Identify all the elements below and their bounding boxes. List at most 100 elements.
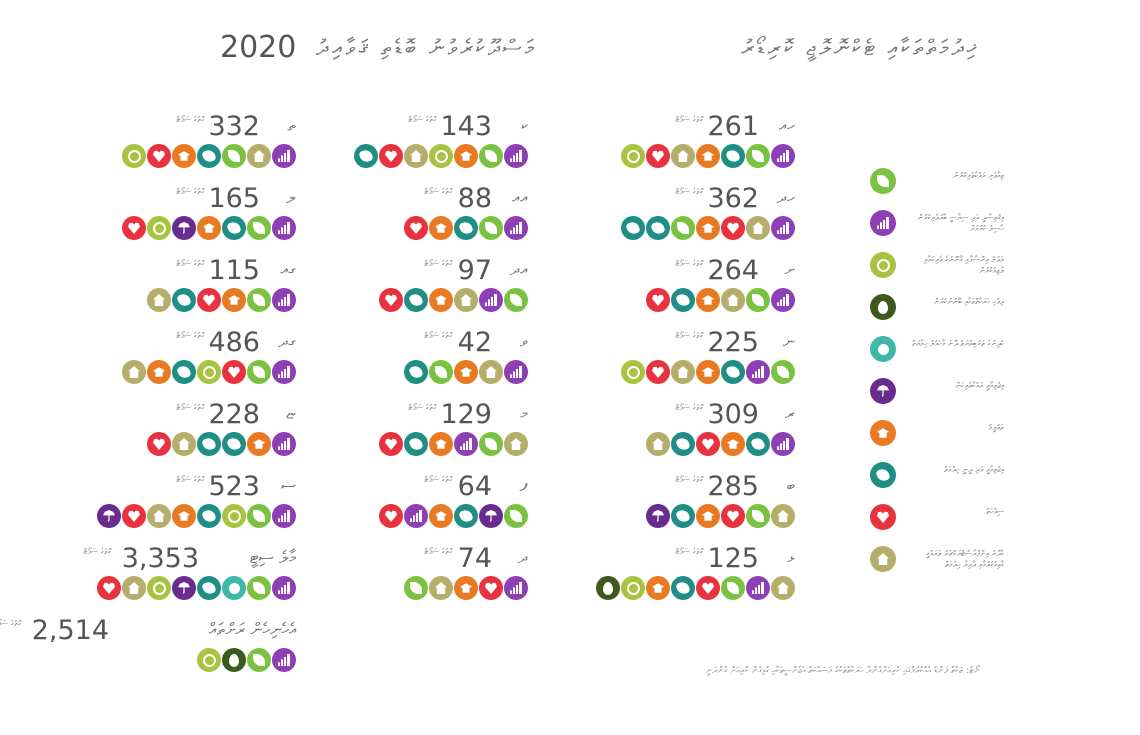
unit-label: ގޮތުގެ ސަޕޯޓް bbox=[176, 331, 204, 340]
hands-icon bbox=[222, 432, 246, 456]
title-part-1: މަސްދޫކުރެވުނު ބޮޑެތި ޤަވާއިދު bbox=[316, 36, 537, 61]
bars-icon bbox=[272, 144, 296, 168]
atoll-value: 165 bbox=[208, 183, 260, 214]
atoll-entry: ގއ 115 ގޮތުގެ ސަޕޯޓް bbox=[36, 256, 296, 318]
bars-icon bbox=[454, 432, 478, 456]
category-icons bbox=[122, 144, 296, 170]
scale-icon bbox=[197, 648, 221, 672]
bars-icon bbox=[746, 360, 770, 384]
bars-icon bbox=[504, 576, 528, 600]
unit-label: ގޮތުގެ ސަޕޯޓް bbox=[176, 115, 204, 124]
atoll-value: 115 bbox=[208, 255, 260, 286]
heart-icon bbox=[122, 216, 146, 240]
hands-icon bbox=[671, 432, 695, 456]
legend-label: އިޤްތިޞާދީ އަދި ސިޔާސީ ބާރުވެރިކުރުން ހާ… bbox=[917, 213, 1004, 233]
scale-icon bbox=[621, 144, 645, 168]
umbrella-icon bbox=[646, 504, 670, 528]
unit-label: ގޮތުގެ ސަޕޯޓް bbox=[424, 259, 452, 268]
legend-label: ކުދިންގެ ތަރުބިއްޔަތު ދޭނެ މާހައުލު ހިމާ… bbox=[911, 339, 1004, 348]
house-icon bbox=[454, 288, 478, 312]
house-icon bbox=[172, 432, 196, 456]
leaf-icon bbox=[247, 288, 271, 312]
legend-item: ގެދޮރު އިންފްރާސްޓްރަކްޗަރު ތަރައްޤީ ޤާއ… bbox=[870, 546, 1010, 574]
category-icons bbox=[621, 216, 795, 242]
heart-icon bbox=[379, 288, 403, 312]
atoll-value: 362 bbox=[707, 183, 759, 214]
unit-label: ގޮތުގެ ސަޕޯޓް bbox=[675, 403, 703, 412]
atoll-name: މ bbox=[520, 404, 528, 424]
legend-label: ދިވެހި ހަރަކާތްތަކާއި ބޭނުންކުރުން bbox=[933, 297, 1004, 306]
umbrella-icon bbox=[172, 216, 196, 240]
scale-icon bbox=[870, 252, 896, 278]
atoll-name: ނ bbox=[782, 332, 795, 352]
hat-icon bbox=[222, 288, 246, 312]
heart-icon bbox=[222, 360, 246, 384]
atoll-value: 261 bbox=[707, 111, 759, 142]
house-icon bbox=[147, 288, 171, 312]
hat-icon bbox=[247, 432, 271, 456]
legend-item: ތަޢުލީމު bbox=[870, 420, 1010, 448]
atoll-name: ލ bbox=[286, 188, 296, 208]
leaf-icon bbox=[479, 144, 503, 168]
legend-item: ސިއްހަތު bbox=[870, 504, 1010, 532]
house-icon bbox=[147, 504, 171, 528]
bars-icon bbox=[771, 216, 795, 240]
atoll-name: ބ bbox=[786, 476, 795, 496]
hands-icon bbox=[671, 576, 695, 600]
atoll-value: 143 bbox=[440, 111, 492, 142]
hat-icon bbox=[172, 504, 196, 528]
hands-icon bbox=[354, 144, 378, 168]
leaf-icon bbox=[504, 288, 528, 312]
atoll-value: 125 bbox=[707, 543, 759, 574]
unit-label: ގޮތުގެ ސަޕޯޓް bbox=[675, 547, 703, 556]
heart-icon bbox=[379, 144, 403, 168]
heart-icon bbox=[721, 504, 745, 528]
unit-label: ގޮތުގެ ސަޕޯޓް bbox=[83, 547, 111, 556]
atoll-value: 523 bbox=[208, 471, 260, 502]
hands-icon bbox=[172, 360, 196, 384]
category-icons bbox=[379, 504, 528, 530]
atoll-entry: ދ 74 ގޮތުގެ ސަޕޯޓް bbox=[268, 544, 528, 606]
leaf-icon bbox=[771, 360, 795, 384]
hat-icon bbox=[696, 504, 720, 528]
scale-icon bbox=[621, 360, 645, 384]
leaf-icon bbox=[479, 216, 503, 240]
category-icons bbox=[646, 504, 795, 530]
bars-icon bbox=[272, 360, 296, 384]
category-icons bbox=[404, 360, 528, 386]
bars-icon bbox=[504, 144, 528, 168]
bars-icon bbox=[272, 648, 296, 672]
page-title: 2020 މަސްދޫކުރެވުނު ބޮޑެތި ޤަވާއިދު ޚިދު… bbox=[220, 30, 980, 70]
unit-label: ގޮތުގެ ސަޕޯޓް bbox=[176, 403, 204, 412]
bars-icon bbox=[504, 216, 528, 240]
atoll-name: ގދ bbox=[278, 332, 296, 352]
atoll-value: 3,353 bbox=[121, 543, 199, 574]
unit-label: ގޮތުގެ ސަޕޯޓް bbox=[408, 115, 436, 124]
category-icons bbox=[621, 144, 795, 170]
category-icons bbox=[646, 288, 795, 314]
house-icon bbox=[122, 576, 146, 600]
leaf-icon bbox=[746, 504, 770, 528]
legend-item: ތިމާވެށި ރައްކާތެރިކުރުން bbox=[870, 168, 1010, 196]
house-icon bbox=[671, 144, 695, 168]
bars-icon bbox=[479, 288, 503, 312]
atoll-entry: އދ 97 ގޮތުގެ ސަޕޯޓް bbox=[268, 256, 528, 318]
leaf-icon bbox=[247, 360, 271, 384]
atoll-entry: މާލެ ސިޓީ 3,353 ގޮތުގެ ސަޕޯޓް bbox=[36, 544, 296, 606]
leaf-icon bbox=[247, 504, 271, 528]
hands-icon bbox=[870, 462, 896, 488]
person-icon bbox=[222, 576, 246, 600]
hat-icon bbox=[172, 144, 196, 168]
legend-label: އިޖުތިމާޢީ އަދި ދީނީ ހިދުމަތް bbox=[944, 465, 1004, 474]
heart-icon bbox=[646, 360, 670, 384]
atoll-name: ހދ bbox=[776, 188, 795, 208]
atoll-entry: ވ 42 ގޮތުގެ ސަޕޯޓް bbox=[268, 328, 528, 390]
hands-icon bbox=[671, 288, 695, 312]
leaf-icon bbox=[870, 168, 896, 194]
hands-icon bbox=[404, 288, 428, 312]
unit-label: ގޮތުގެ ސަޕޯޓް bbox=[675, 475, 703, 484]
heart-icon bbox=[870, 504, 896, 530]
heart-icon bbox=[379, 504, 403, 528]
leaf-icon bbox=[247, 648, 271, 672]
atoll-value: 486 bbox=[208, 327, 260, 358]
